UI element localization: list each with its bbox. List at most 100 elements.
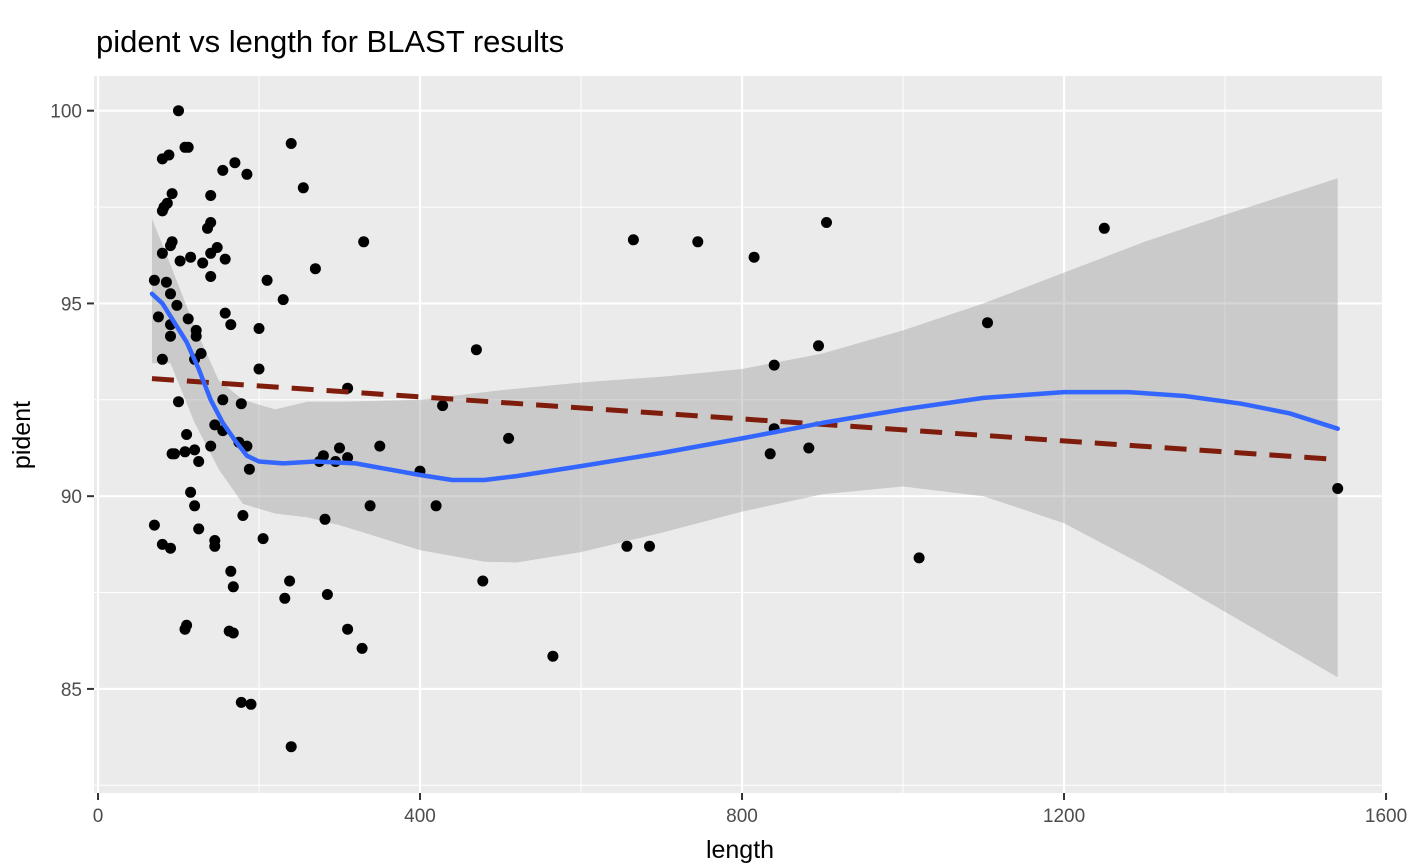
data-point (768, 359, 780, 371)
data-point (342, 623, 354, 635)
y-tick-label: 95 (61, 294, 82, 315)
data-point (225, 565, 237, 577)
data-point (205, 247, 217, 259)
data-point (182, 313, 194, 325)
data-point (621, 540, 633, 552)
data-point (205, 190, 217, 201)
data-point (160, 276, 172, 288)
x-axis: 0 400 800 1200 1600 (93, 793, 1407, 827)
data-point (237, 510, 249, 521)
data-point (209, 540, 221, 552)
smooth-trend-line (149, 291, 1340, 483)
data-point (165, 330, 176, 342)
data-point (374, 440, 386, 452)
data-point (547, 650, 559, 662)
data-point (182, 141, 194, 153)
data-point (913, 552, 925, 564)
y-tick-label: 100 (50, 102, 82, 123)
data-point (309, 263, 321, 275)
x-tick-label: 0 (93, 806, 104, 827)
data-point (235, 398, 247, 410)
data-point (470, 344, 482, 356)
data-point (437, 400, 449, 412)
data-point (243, 463, 255, 475)
data-point (253, 363, 265, 375)
y-axis: 85 90 95 100 (50, 102, 94, 701)
data-point (148, 274, 160, 286)
data-point (245, 698, 257, 710)
data-point (185, 486, 197, 498)
data-point (173, 105, 184, 117)
y-axis-title: pident (8, 401, 36, 469)
data-point (166, 448, 178, 460)
data-point (284, 575, 296, 587)
data-point (181, 429, 193, 440)
data-point (156, 538, 168, 550)
data-point (205, 271, 217, 282)
x-tick-label: 1200 (1043, 806, 1085, 827)
data-point (193, 456, 205, 467)
data-point (156, 353, 168, 365)
data-point (644, 540, 655, 552)
minor-gridlines (94, 76, 1382, 793)
data-point (748, 251, 760, 263)
data-point (165, 240, 176, 252)
data-point (235, 696, 247, 708)
data-point (261, 274, 273, 286)
data-point (821, 217, 832, 228)
data-point (430, 500, 442, 512)
y-tick-label: 90 (61, 487, 82, 508)
data-point (627, 234, 639, 246)
data-point (342, 452, 354, 464)
data-point (1098, 222, 1110, 234)
data-point (179, 446, 191, 458)
data-point (156, 247, 168, 259)
x-axis-title: length (706, 836, 774, 864)
data-point (185, 251, 197, 263)
y-tick-label: 85 (61, 680, 82, 701)
data-point (161, 197, 173, 209)
data-point (364, 500, 376, 512)
data-point (189, 444, 201, 456)
data-point (219, 307, 231, 319)
data-point (165, 288, 176, 300)
data-point (156, 153, 168, 165)
data-point (202, 222, 213, 234)
data-point (285, 741, 297, 753)
data-point (227, 581, 239, 593)
data-point (227, 627, 239, 639)
chart-title: pident vs length for BLAST results (96, 24, 565, 59)
data-point (166, 188, 178, 200)
data-point (171, 299, 183, 311)
x-tick-label: 1600 (1365, 806, 1407, 827)
data-point (277, 294, 289, 306)
data-point (803, 442, 815, 454)
data-point (764, 448, 776, 460)
data-point (356, 642, 368, 654)
data-point (189, 500, 201, 512)
data-point (197, 257, 209, 269)
data-point (279, 592, 291, 604)
data-point (692, 236, 704, 248)
x-tick-label: 400 (404, 806, 436, 827)
linear-fit-line (151, 376, 1338, 463)
data-point (503, 432, 515, 444)
plot-panel (94, 76, 1382, 793)
data-point (229, 157, 241, 169)
data-point (209, 419, 221, 431)
data-point (319, 513, 331, 525)
data-point (217, 394, 229, 406)
data-point (179, 623, 191, 635)
data-point (173, 396, 184, 408)
data-point (982, 317, 993, 329)
data-point (358, 236, 370, 248)
data-point (334, 442, 345, 454)
data-point (813, 340, 824, 352)
data-point (152, 311, 164, 323)
data-point (241, 168, 253, 180)
data-point (205, 440, 217, 452)
data-point (225, 319, 237, 331)
data-point (257, 533, 269, 545)
data-point (190, 330, 202, 342)
